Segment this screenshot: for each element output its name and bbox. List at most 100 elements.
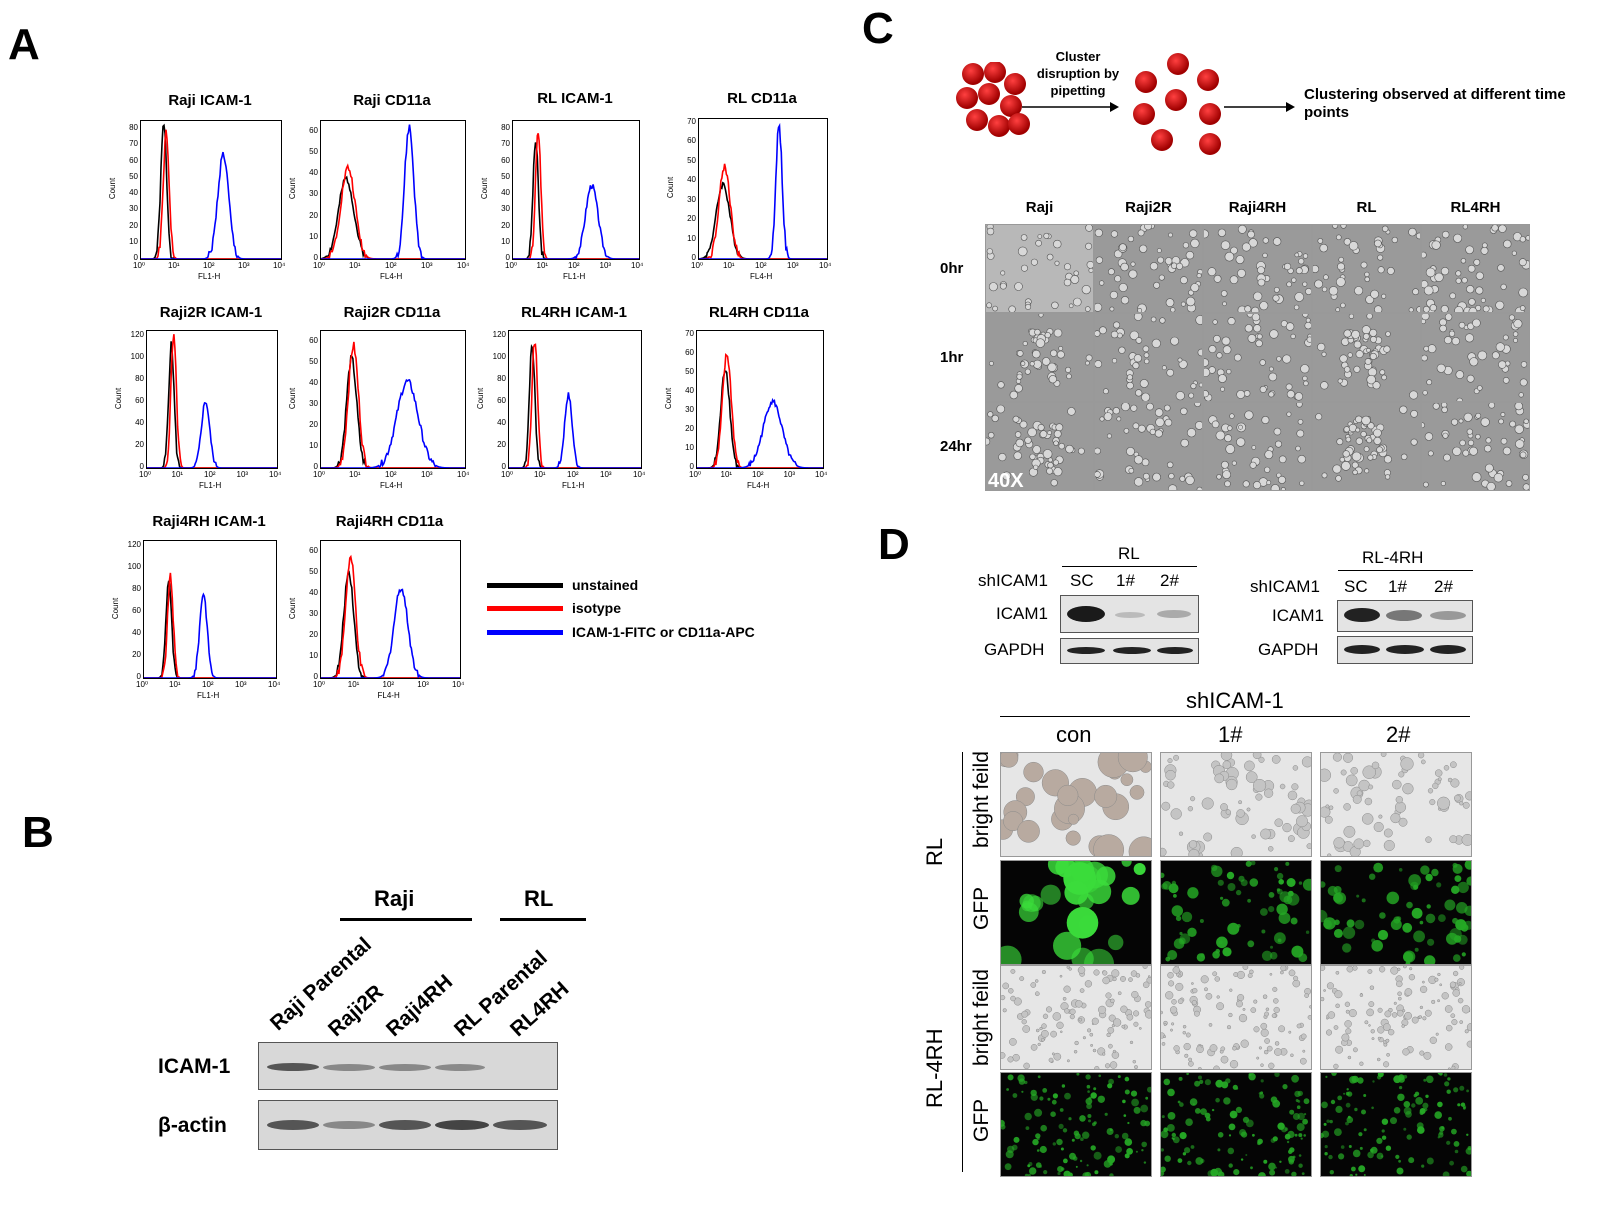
unstained-histogram xyxy=(141,123,281,259)
panel-d-group-line xyxy=(962,752,963,1172)
y-tick-label: 30 xyxy=(685,404,694,414)
x-tick-label: 10⁴ xyxy=(457,261,470,270)
x-tick-label: 10² xyxy=(755,261,767,270)
y-tick-label: 10 xyxy=(685,442,694,452)
y-tick-label: 0 xyxy=(136,672,141,681)
stain-histogram xyxy=(509,392,641,468)
blot-left-lane-sc: SC xyxy=(1070,571,1094,590)
x-tick-label: 10⁰ xyxy=(133,261,146,270)
x-tick-label: 10¹ xyxy=(171,470,184,479)
legend-label-stain: ICAM-1-FITC or CD11a-APC xyxy=(572,624,755,640)
x-tick-label: 10³ xyxy=(417,680,429,689)
y-tick-label: 10 xyxy=(309,440,318,450)
y-tick-label: 70 xyxy=(501,139,510,149)
flow-plot-frame xyxy=(146,330,278,469)
y-tick-label: 20 xyxy=(309,210,318,220)
flow-histogram xyxy=(697,353,823,468)
column-label: RL4RH xyxy=(1450,199,1501,216)
x-tick-label: 10² xyxy=(385,470,397,479)
blot-right-title-line xyxy=(1338,570,1473,571)
y-tick-label: 10 xyxy=(129,236,138,246)
blot-right-lane-1: 1# xyxy=(1388,577,1407,596)
flow-plot-frame xyxy=(140,120,282,260)
y-tick-label: 40 xyxy=(309,587,318,597)
gfp-image xyxy=(1160,1072,1312,1177)
flow-histogram xyxy=(509,343,641,468)
y-tick-label: 60 xyxy=(501,155,510,165)
y-tick-label: 60 xyxy=(135,396,144,406)
x-axis-label: FL4-H xyxy=(750,272,773,281)
x-tick-label: 10⁰ xyxy=(313,680,326,689)
flow-plot-title: Raji4RH CD11a xyxy=(335,513,444,530)
micrograph xyxy=(1203,224,1312,313)
isotype-histogram xyxy=(513,133,639,259)
x-tick-label: 10⁰ xyxy=(691,261,704,270)
flow-histogram xyxy=(321,341,465,468)
micrograph xyxy=(1312,224,1421,313)
y-axis-label: Count xyxy=(480,177,490,200)
x-tick-label: 10² xyxy=(382,680,395,689)
y-axis-label: Count xyxy=(476,387,486,409)
x-tick-label: 10¹ xyxy=(534,470,546,479)
y-tick-label: 70 xyxy=(687,116,696,126)
x-tick-label: 10⁰ xyxy=(139,470,152,479)
isotype-histogram xyxy=(321,163,465,259)
x-tick-label: 10² xyxy=(203,261,215,270)
panel-label-c: C xyxy=(862,4,894,53)
row-label-rl-gfp: GFP xyxy=(970,886,993,930)
panel-label-a: A xyxy=(8,20,40,69)
x-tick-label: 10⁴ xyxy=(819,261,832,270)
blot-left-row-gapdh: GAPDH xyxy=(984,640,1045,659)
x-tick-label: 10⁴ xyxy=(268,680,281,689)
y-tick-label: 120 xyxy=(130,330,144,340)
flow-plot-title: Raji4RH ICAM-1 xyxy=(152,513,266,530)
y-tick-label: 40 xyxy=(501,188,510,198)
micrograph xyxy=(1203,313,1312,402)
flow-histogram xyxy=(699,122,827,259)
brightfield-image xyxy=(1160,752,1312,857)
x-tick-label: 10³ xyxy=(600,470,612,479)
panel-label-d: D xyxy=(878,520,910,569)
arrow-2-icon xyxy=(1224,102,1295,112)
y-tick-label: 40 xyxy=(135,418,144,428)
x-axis-label: FL1-H xyxy=(199,481,222,490)
flow-plot-frame xyxy=(320,330,466,469)
column-label: Raji2R xyxy=(1125,199,1172,216)
y-tick-label: 60 xyxy=(497,396,506,406)
x-tick-label: 10⁰ xyxy=(505,261,518,270)
y-tick-label: 40 xyxy=(309,168,318,178)
gfp-image xyxy=(1320,860,1472,965)
row-label-rl-bright: bright feild xyxy=(970,751,993,848)
x-tick-label: 10⁰ xyxy=(136,680,149,689)
flow-histogram xyxy=(321,124,465,259)
y-tick-label: 60 xyxy=(687,136,696,146)
micrograph xyxy=(1094,313,1203,402)
row-label-rl4rh-gfp: GFP xyxy=(970,1098,993,1142)
x-axis-label: FL1-H xyxy=(197,691,220,700)
micrograph xyxy=(1421,402,1530,491)
y-tick-label: 40 xyxy=(132,628,141,638)
x-tick-label: 10⁰ xyxy=(313,470,326,479)
panel-d-group-rl4rh: RL-4RH xyxy=(922,1028,947,1108)
y-axis-label: Count xyxy=(111,597,121,619)
group-line-rl xyxy=(500,918,586,921)
y-axis-label: Count xyxy=(288,177,298,200)
y-tick-label: 80 xyxy=(497,374,506,384)
panel-d-header-line xyxy=(1000,716,1470,717)
flow-plot-title: Raji CD11a xyxy=(353,92,431,109)
y-tick-label: 50 xyxy=(501,171,510,181)
y-axis-label: Count xyxy=(664,387,674,409)
flow-plot-frame xyxy=(320,540,461,679)
y-tick-label: 100 xyxy=(492,352,506,362)
y-tick-label: 30 xyxy=(309,608,318,618)
y-tick-label: 40 xyxy=(309,377,318,387)
blot-right-gapdh xyxy=(1337,636,1473,664)
column-label: Raji4RH xyxy=(1228,199,1287,216)
x-tick-label: 10⁴ xyxy=(631,261,644,270)
y-tick-label: 30 xyxy=(687,194,696,204)
y-tick-label: 30 xyxy=(501,204,510,214)
arrow-1-icon xyxy=(1022,102,1119,112)
flow-plot-frame xyxy=(698,118,828,260)
blot-icam1 xyxy=(258,1042,558,1090)
stain-histogram xyxy=(144,592,276,678)
